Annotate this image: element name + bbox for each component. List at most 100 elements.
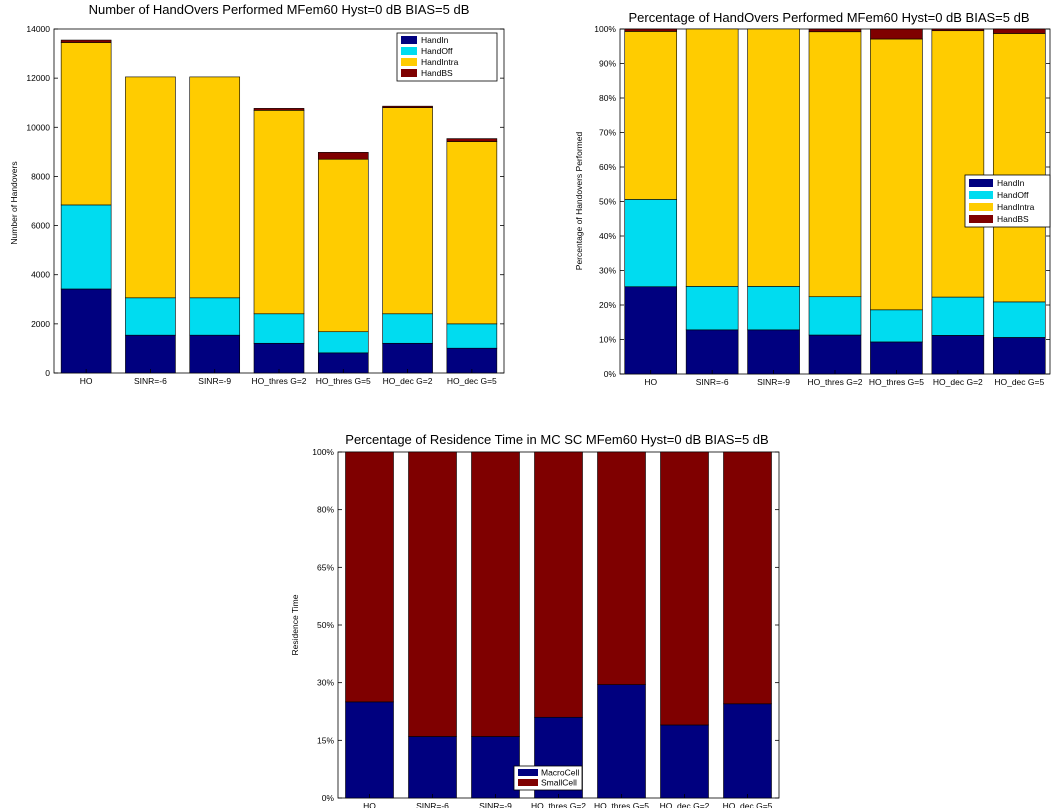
y-tick-label: 60% [599,162,616,172]
chart-title: Number of HandOvers Performed MFem60 Hys… [89,2,470,17]
bar-segment-handin [189,334,241,374]
bar-segment-handintra [624,31,678,200]
x-tick-label: SINR=-9 [198,376,231,386]
bar-segment-handintra [931,30,985,298]
legend-label-handintra: HandIntra [997,202,1035,212]
bar-segment-handoff [992,301,1046,338]
x-tick-label: HO_dec G=5 [994,377,1044,387]
bar-segment-smallcell [534,451,583,718]
bar-segment-handintra [60,42,112,206]
y-tick-label: 65% [317,562,334,572]
x-tick-label: HO [80,376,93,386]
chart-handovers-count: Number of HandOvers Performed MFem60 Hys… [9,2,505,386]
y-tick-label: 30% [599,266,616,276]
bar-segment-handbs [624,28,678,32]
bar-segment-handintra [685,28,739,287]
legend-swatch-smallcell [518,779,538,786]
chart-handovers-percentage: Percentage of HandOvers Performed MFem60… [574,10,1051,387]
legend-swatch-macrocell [518,769,538,776]
bar-segment-handbs [60,39,112,43]
bar-segment-smallcell [723,451,772,705]
bar-segment-handin [992,337,1046,375]
x-tick-label: HO_thres G=5 [869,377,924,387]
x-tick-label: HO_dec G=2 [383,376,433,386]
y-tick-label: 0% [604,369,617,379]
bar-segment-handbs [931,28,985,32]
bar-segment-handbs [382,105,433,108]
bar-segment-handoff [382,313,433,344]
y-tick-label: 8000 [31,171,50,181]
x-tick-label: HO_thres G=5 [594,801,649,808]
legend-swatch-handbs [401,69,417,77]
bar-segment-handin [624,286,678,375]
y-axis-label: Percentage of Handovers Performed [574,132,584,271]
bars [345,451,772,799]
y-tick-label: 40% [599,231,616,241]
bar-segment-handintra [446,141,498,325]
legend-label-handbs: HandBS [421,68,453,78]
bar-segment-macrocell [723,703,772,799]
legend-label-macrocell: MacroCell [541,768,579,778]
bar-segment-handoff [808,296,862,336]
bar-segment-handoff [60,204,112,290]
bar-segment-handintra [870,38,923,311]
bar-segment-smallcell [345,451,394,703]
x-tick-label: SINR=-6 [696,377,729,387]
bar-segment-handoff [624,199,678,288]
bar-segment-handbs [992,28,1046,34]
chart-residence-time: Percentage of Residence Time in MC SC MF… [290,432,780,808]
y-tick-label: 80% [317,505,334,515]
y-tick-label: 100% [594,24,616,34]
y-tick-label: 80% [599,93,616,103]
chart-title: Percentage of HandOvers Performed MFem60… [628,10,1029,25]
bar-segment-handintra [747,28,800,287]
bar-segment-handbs [870,28,923,40]
legend-label-handbs: HandBS [997,214,1029,224]
legend-label-handoff: HandOff [997,190,1029,200]
y-tick-label: 10% [599,335,616,345]
legend-swatch-handoff [401,47,417,55]
y-tick-label: 12000 [26,73,50,83]
legend: HandIn HandOff HandIntra HandBS [964,174,1051,228]
bar-segment-macrocell [471,736,520,799]
bar-segment-handin [685,329,739,375]
bars [60,39,498,374]
x-tick-label: HO_dec G=5 [723,801,773,808]
y-axis-label: Residence Time [290,594,300,655]
bar-segment-macrocell [597,684,646,799]
legend-label-smallcell: SmallCell [541,778,577,788]
bar-segment-smallcell [408,451,457,737]
y-tick-label: 15% [317,735,334,745]
y-tick-label: 6000 [31,221,50,231]
bar-segment-handbs [446,138,498,142]
bar-segment-handintra [189,76,241,299]
x-tick-label: HO_thres G=2 [251,376,306,386]
bar-segment-handbs [808,28,862,33]
legend: HandIn HandOff HandIntra HandBS [396,32,498,82]
y-tick-label: 4000 [31,270,50,280]
legend-swatch-handbs [969,215,993,223]
legend-swatch-handoff [969,191,993,199]
y-tick-label: 2000 [31,319,50,329]
legend-swatch-handintra [401,58,417,66]
bar-segment-handintra [992,33,1046,303]
y-tick-label: 10000 [26,122,50,132]
bars [624,28,1046,375]
bar-segment-handin [446,347,498,374]
bar-segment-smallcell [660,451,709,726]
bar-segment-handin [870,341,923,375]
x-tick-label: HO_thres G=2 [807,377,862,387]
y-tick-label: 0 [45,368,50,378]
bar-segment-handin [931,335,985,375]
y-tick-label: 30% [317,678,334,688]
y-tick-label: 20% [599,300,616,310]
bar-segment-handin [808,334,862,375]
bar-segment-macrocell [660,724,709,799]
y-ticks: 0% 10% 20% 30% 40% 50% 60% 70% 80% 90% 100% [594,24,1050,379]
x-tick-label: SINR=-9 [757,377,790,387]
x-tick-labels: HO SINR=-6 SINR=-9 HO_thres G=2 HO_thres G=5… [363,794,773,808]
bar-segment-handin [253,342,305,374]
x-tick-labels: HO SINR=-6 SINR=-9 HO_thres G=2 HO_thres G=5… [644,370,1044,387]
y-ticks: 0% 15% 30% 50% 65% 80% 100% [312,447,779,803]
